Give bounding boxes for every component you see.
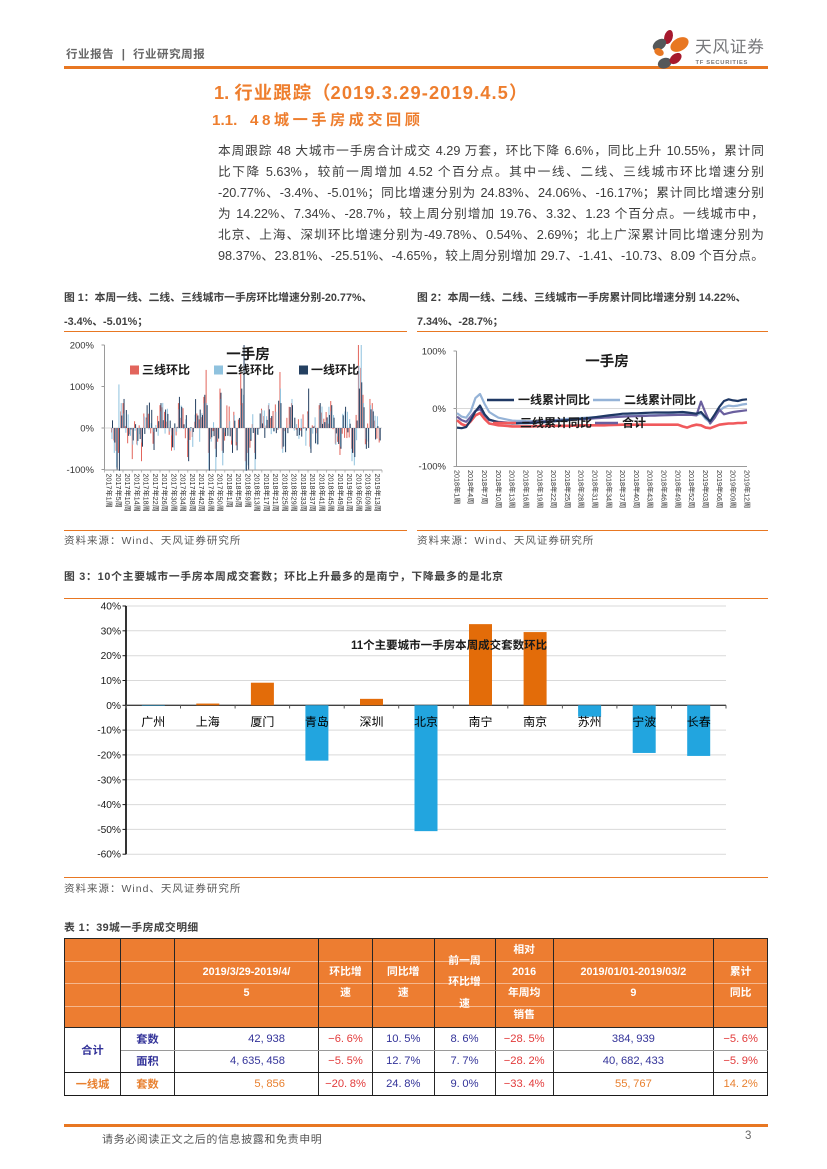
svg-text:100%: 100% bbox=[422, 347, 447, 358]
svg-text:-40%: -40% bbox=[97, 800, 121, 811]
svg-text:2018年21周: 2018年21周 bbox=[271, 474, 280, 512]
svg-text:2017年34周: 2017年34周 bbox=[179, 474, 188, 512]
svg-text:厦门: 厦门 bbox=[250, 715, 274, 729]
svg-text:-100%: -100% bbox=[67, 465, 95, 476]
svg-text:三线累计同比: 三线累计同比 bbox=[520, 416, 592, 430]
svg-text:2018年40周: 2018年40周 bbox=[632, 470, 641, 508]
svg-text:-30%: -30% bbox=[97, 775, 121, 786]
svg-text:2019年09周: 2019年09周 bbox=[364, 474, 373, 512]
svg-text:2017年46周: 2017年46周 bbox=[206, 474, 215, 512]
svg-text:一线累计同比: 一线累计同比 bbox=[518, 393, 590, 407]
svg-text:-100%: -100% bbox=[419, 462, 447, 473]
svg-text:2018年37周: 2018年37周 bbox=[308, 474, 317, 512]
svg-text:2018年52周: 2018年52周 bbox=[687, 470, 696, 508]
svg-text:2017年30周: 2017年30周 bbox=[169, 474, 178, 512]
svg-text:2018年22周: 2018年22周 bbox=[549, 470, 558, 508]
svg-text:0%: 0% bbox=[432, 404, 446, 415]
svg-text:2018年49周: 2018年49周 bbox=[673, 470, 682, 508]
svg-text:深圳: 深圳 bbox=[359, 715, 383, 729]
svg-text:2018年46周: 2018年46周 bbox=[660, 470, 669, 508]
svg-text:2018年10周: 2018年10周 bbox=[494, 470, 503, 508]
svg-text:2018年34周: 2018年34周 bbox=[604, 470, 613, 508]
svg-text:2017年26周: 2017年26周 bbox=[160, 474, 169, 512]
svg-text:2018年5周: 2018年5周 bbox=[234, 474, 243, 508]
svg-text:南宁: 南宁 bbox=[468, 715, 492, 729]
svg-text:2018年45周: 2018年45周 bbox=[327, 474, 336, 512]
svg-text:合计: 合计 bbox=[622, 416, 646, 430]
svg-text:-60%: -60% bbox=[97, 850, 121, 861]
svg-text:2018年17周: 2018年17周 bbox=[262, 474, 271, 512]
svg-text:2017年38周: 2017年38周 bbox=[188, 474, 197, 512]
svg-text:2019年09周: 2019年09周 bbox=[729, 470, 738, 508]
svg-text:2017年5周: 2017年5周 bbox=[114, 474, 123, 508]
svg-text:2019年05周: 2019年05周 bbox=[354, 474, 363, 512]
svg-text:2018年13周: 2018年13周 bbox=[253, 474, 262, 512]
svg-text:-10%: -10% bbox=[97, 726, 121, 737]
svg-text:2018年41周: 2018年41周 bbox=[317, 474, 326, 512]
svg-text:苏州: 苏州 bbox=[578, 715, 602, 729]
svg-text:2018年1周: 2018年1周 bbox=[225, 474, 234, 508]
svg-text:2018年1周: 2018年1周 bbox=[452, 470, 461, 504]
svg-text:2018年37周: 2018年37周 bbox=[618, 470, 627, 508]
svg-text:200%: 200% bbox=[70, 341, 95, 352]
svg-text:2018年13周: 2018年13周 bbox=[508, 470, 517, 508]
svg-text:2019年06周: 2019年06周 bbox=[715, 470, 724, 508]
svg-text:2018年9周: 2018年9周 bbox=[243, 474, 252, 508]
svg-text:30%: 30% bbox=[101, 626, 121, 637]
svg-text:2017年18周: 2017年18周 bbox=[142, 474, 151, 512]
svg-text:40%: 40% bbox=[101, 602, 121, 613]
svg-text:2018年31周: 2018年31周 bbox=[591, 470, 600, 508]
svg-text:100%: 100% bbox=[70, 382, 95, 393]
svg-text:二线环比: 二线环比 bbox=[226, 363, 274, 377]
svg-text:2017年50周: 2017年50周 bbox=[216, 474, 225, 512]
svg-text:一手房: 一手房 bbox=[585, 353, 629, 370]
svg-text:2018年16周: 2018年16周 bbox=[521, 470, 530, 508]
svg-text:长春: 长春 bbox=[687, 715, 711, 729]
svg-text:2017年14周: 2017年14周 bbox=[132, 474, 141, 512]
svg-text:11个主要城市一手房本周成交套数环比: 11个主要城市一手房本周成交套数环比 bbox=[351, 639, 548, 652]
svg-text:宁波: 宁波 bbox=[632, 715, 656, 729]
svg-text:20%: 20% bbox=[101, 651, 121, 662]
svg-text:2017年1周: 2017年1周 bbox=[105, 474, 114, 508]
svg-text:10%: 10% bbox=[101, 676, 121, 687]
svg-text:2018年29周: 2018年29周 bbox=[290, 474, 299, 512]
svg-text:2018年25周: 2018年25周 bbox=[563, 470, 572, 508]
svg-text:2019年13周: 2019年13周 bbox=[373, 474, 382, 512]
svg-text:2017年10周: 2017年10周 bbox=[123, 474, 132, 512]
svg-text:2019年12周: 2019年12周 bbox=[742, 470, 751, 508]
svg-text:2018年4周: 2018年4周 bbox=[466, 470, 475, 504]
svg-text:2018年49周: 2018年49周 bbox=[336, 474, 345, 512]
svg-text:0%: 0% bbox=[80, 424, 94, 435]
svg-text:上海: 上海 bbox=[196, 715, 220, 729]
svg-text:2017年22周: 2017年22周 bbox=[151, 474, 160, 512]
svg-text:二线累计同比: 二线累计同比 bbox=[624, 393, 696, 407]
svg-text:天风证券: 天风证券 bbox=[695, 38, 765, 57]
svg-text:2018年28周: 2018年28周 bbox=[577, 470, 586, 508]
svg-text:2018年19周: 2018年19周 bbox=[535, 470, 544, 508]
svg-text:一手房: 一手房 bbox=[226, 346, 270, 363]
svg-text:-50%: -50% bbox=[97, 825, 121, 836]
svg-text:2019年01周: 2019年01周 bbox=[345, 474, 354, 512]
svg-text:一线环比: 一线环比 bbox=[311, 363, 359, 377]
svg-text:2018年25周: 2018年25周 bbox=[280, 474, 289, 512]
svg-text:北京: 北京 bbox=[414, 715, 438, 729]
svg-text:0%: 0% bbox=[106, 701, 121, 712]
svg-text:青岛: 青岛 bbox=[305, 715, 329, 729]
svg-text:2019年03周: 2019年03周 bbox=[701, 470, 710, 508]
svg-text:2017年42周: 2017年42周 bbox=[197, 474, 206, 512]
svg-text:TF SECURITIES: TF SECURITIES bbox=[696, 60, 749, 66]
svg-text:2018年7周: 2018年7周 bbox=[480, 470, 489, 504]
svg-text:-20%: -20% bbox=[97, 750, 121, 761]
svg-text:广州: 广州 bbox=[141, 715, 165, 729]
svg-text:南京: 南京 bbox=[523, 715, 547, 729]
svg-text:2018年43周: 2018年43周 bbox=[646, 470, 655, 508]
svg-text:2018年33周: 2018年33周 bbox=[299, 474, 308, 512]
svg-text:三线环比: 三线环比 bbox=[142, 363, 190, 377]
